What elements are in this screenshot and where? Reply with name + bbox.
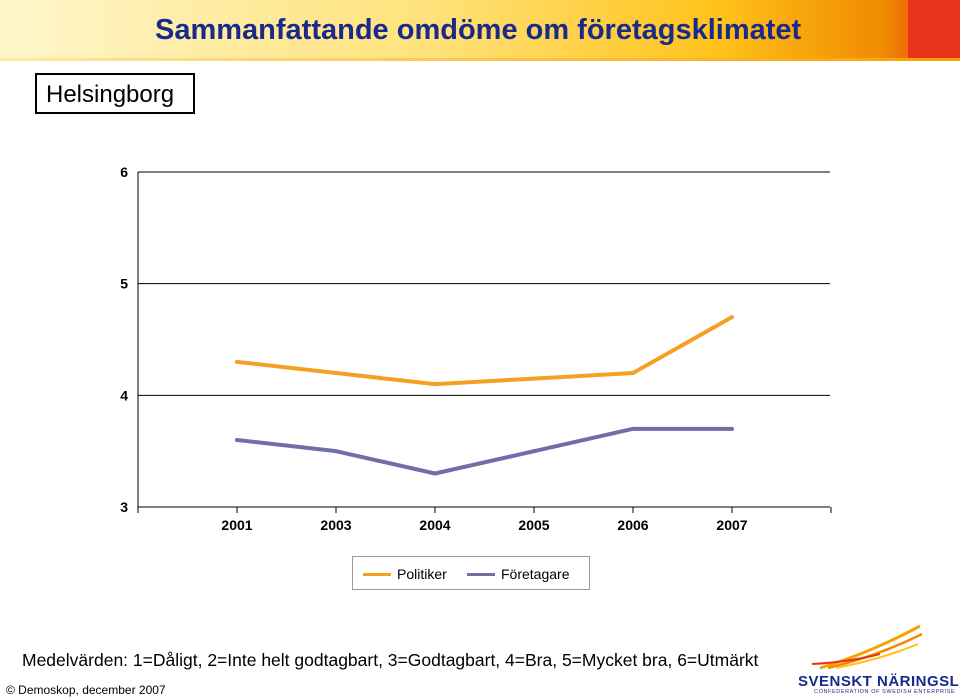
data-point-företagare-2001	[235, 438, 239, 442]
legend-swatch-foretagare	[467, 572, 495, 576]
x-tick-label-2007: 2007	[716, 517, 747, 533]
copyright-text: © Demoskop, december 2007	[6, 683, 166, 697]
legend-item-foretagare: Företagare	[467, 565, 569, 583]
svenskt-naringsliv-logo: SVENSKT NÄRINGSLIV CONFEDERATION OF SWED…	[790, 618, 960, 698]
logo-wordmark: SVENSKT NÄRINGSLIV	[798, 673, 960, 690]
scale-note: Medelvärden: 1=Dåligt, 2=Inte helt godta…	[22, 650, 759, 670]
data-point-företagare-2007	[730, 426, 734, 431]
header-rule	[0, 58, 960, 61]
logo-subtitle: CONFEDERATION OF SWEDISH ENTERPRISE	[814, 689, 956, 695]
y-tick-label-3: 3	[120, 499, 128, 515]
data-point-företagare-2003	[334, 449, 338, 454]
data-point-politiker-2005	[532, 376, 536, 381]
data-point-politiker-2006	[631, 371, 635, 375]
legend-item-politiker: Politiker	[363, 565, 447, 583]
y-tick-label-6: 6	[120, 164, 128, 180]
series-line-företagare	[236, 426, 732, 476]
city-label: Helsingborg	[35, 73, 195, 114]
x-tick-label-2005: 2005	[518, 517, 549, 533]
logo-swoosh-icon	[811, 624, 923, 670]
x-tick-label-2006: 2006	[617, 517, 648, 533]
data-point-företagare-2005	[532, 449, 536, 454]
data-point-politiker-2003	[334, 371, 338, 375]
y-tick-label-4: 4	[120, 387, 128, 403]
x-tick-label-2003: 2003	[320, 517, 351, 533]
header-band	[0, 0, 960, 58]
x-tick-label-2004: 2004	[419, 517, 450, 533]
data-point-företagare-2004	[433, 471, 437, 476]
slide-title: Sammanfattande omdöme om företagsklimate…	[155, 14, 802, 46]
header-accent-block	[908, 0, 960, 58]
series-line-politiker	[236, 315, 733, 387]
legend-label-foretagare: Företagare	[501, 566, 570, 582]
y-tick-label-5: 5	[120, 276, 128, 292]
legend-label-politiker: Politiker	[397, 566, 447, 582]
data-point-politiker-2004	[433, 382, 437, 387]
data-point-företagare-2006	[631, 426, 635, 431]
chart-legend: Politiker Företagare	[352, 556, 590, 590]
legend-swatch-politiker	[363, 572, 391, 576]
data-point-politiker-2007	[730, 315, 734, 320]
data-point-politiker-2001	[235, 359, 239, 364]
x-tick-label-2001: 2001	[221, 517, 252, 533]
